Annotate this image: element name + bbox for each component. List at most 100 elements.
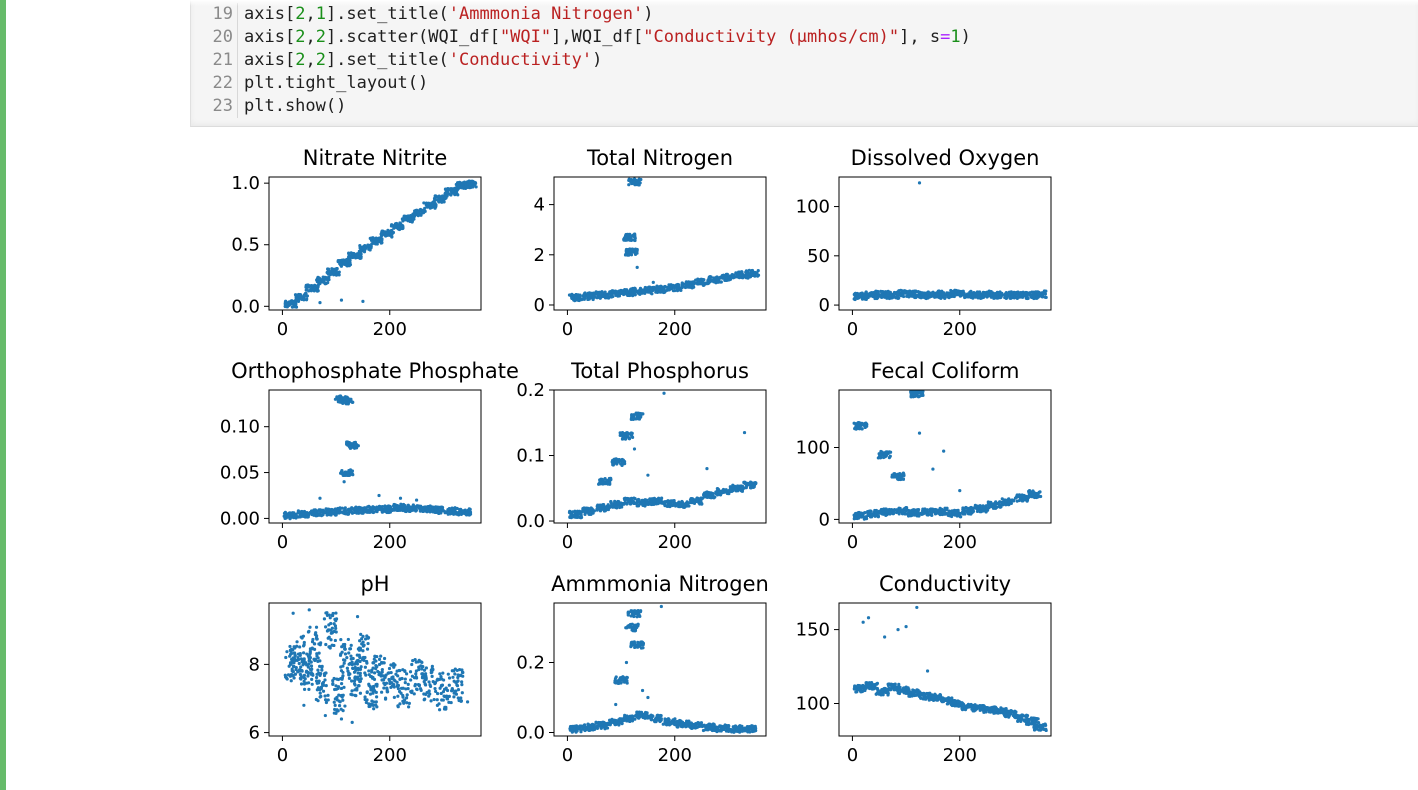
data-point	[323, 509, 327, 514]
data-point	[303, 294, 307, 298]
data-point	[897, 510, 901, 514]
data-point	[1020, 493, 1024, 497]
code-token: ,	[305, 27, 316, 47]
data-point	[714, 276, 718, 280]
data-point	[329, 272, 333, 276]
data-point	[886, 290, 890, 295]
x-tick-label: 200	[373, 532, 407, 553]
data-point	[396, 227, 400, 231]
data-point	[431, 201, 435, 205]
code-text[interactable]: axis[2,2].set_title('Conductivity')	[244, 49, 602, 72]
data-point	[603, 477, 607, 481]
data-point	[624, 235, 628, 239]
data-point	[394, 508, 398, 512]
data-point	[625, 290, 629, 294]
data-point	[352, 440, 356, 445]
data-point	[436, 509, 440, 513]
data-point	[636, 497, 641, 502]
code-text[interactable]: axis[2,1].set_title('Ammmonia Nitrogen')	[244, 3, 653, 26]
axes-frame	[268, 389, 482, 524]
data-point	[860, 515, 864, 519]
data-point	[315, 652, 319, 656]
data-point	[371, 690, 375, 694]
data-point	[376, 240, 380, 244]
data-point	[917, 514, 921, 518]
data-point	[461, 509, 465, 513]
code-line[interactable]: 23 plt.show()	[191, 95, 1418, 118]
data-point	[325, 629, 330, 633]
data-point	[408, 217, 412, 222]
code-token: ].set_title(	[325, 50, 449, 70]
y-tick-label: 0	[819, 295, 830, 316]
data-point	[683, 504, 687, 509]
data-point	[694, 278, 698, 282]
code-token: )	[960, 27, 971, 47]
data-point	[372, 657, 376, 661]
data-point	[364, 509, 369, 513]
data-point	[1018, 291, 1022, 295]
data-point	[301, 658, 305, 662]
code-line[interactable]: 20 axis[2,2].scatter(WQI_df["WQI"],WQI_df…	[191, 26, 1418, 49]
subplot-title: Total Nitrogen	[586, 146, 733, 170]
code-line[interactable]: 19 axis[2,1].set_title('Ammmonia Nitrogen…	[191, 3, 1418, 26]
data-point	[628, 238, 632, 242]
data-point	[310, 646, 314, 650]
data-point	[992, 292, 996, 297]
data-point	[467, 180, 472, 184]
data-point	[359, 632, 363, 636]
data-point	[937, 511, 941, 516]
data-point	[956, 292, 960, 296]
data-point	[337, 703, 342, 708]
data-point	[339, 638, 343, 642]
data-point	[363, 695, 367, 699]
data-point	[332, 700, 336, 704]
data-point	[305, 681, 309, 685]
data-point	[434, 505, 438, 509]
data-point	[399, 226, 404, 230]
data-point	[1010, 498, 1014, 502]
data-point	[984, 293, 988, 297]
data-point	[292, 645, 296, 649]
data-point	[940, 507, 944, 511]
data-point	[615, 500, 619, 504]
data-point	[292, 651, 297, 655]
data-point	[942, 449, 946, 453]
data-point	[667, 283, 671, 287]
y-tick-label: 0.5	[231, 235, 260, 256]
data-point	[704, 281, 708, 285]
data-point	[380, 238, 384, 242]
data-point	[355, 653, 359, 657]
data-point	[287, 512, 291, 517]
code-cell[interactable]: 19 axis[2,1].set_title('Ammmonia Nitrogen…	[190, 0, 1418, 127]
data-point	[362, 643, 366, 647]
data-point	[302, 643, 306, 647]
data-point	[372, 671, 377, 675]
code-line[interactable]: 22 plt.tight_layout()	[191, 72, 1418, 95]
data-point	[670, 503, 674, 507]
code-text[interactable]: plt.tight_layout()	[244, 72, 428, 95]
data-point	[284, 302, 289, 306]
data-point	[963, 294, 967, 299]
data-point	[340, 677, 344, 681]
data-point	[358, 674, 362, 678]
data-point	[309, 672, 313, 676]
data-point	[955, 511, 959, 516]
code-token: axis[	[244, 27, 296, 47]
data-point	[898, 506, 902, 511]
code-line[interactable]: 21 axis[2,2].set_title('Conductivity')	[191, 49, 1418, 72]
code-editor[interactable]: 19 axis[2,1].set_title('Ammmonia Nitrogen…	[191, 3, 1418, 118]
data-point	[468, 183, 472, 187]
data-point	[360, 637, 364, 641]
data-point	[326, 281, 330, 285]
code-text[interactable]: axis[2,2].scatter(WQI_df["WQI"],WQI_df["…	[244, 26, 971, 49]
data-point	[971, 510, 975, 514]
data-point	[907, 295, 911, 299]
data-point	[675, 289, 680, 293]
code-token: 1	[315, 4, 326, 24]
data-point	[299, 673, 303, 677]
data-point	[1042, 291, 1046, 296]
data-point	[629, 287, 633, 291]
data-point	[711, 491, 715, 496]
data-point	[720, 490, 724, 494]
code-text[interactable]: plt.show()	[244, 95, 346, 118]
